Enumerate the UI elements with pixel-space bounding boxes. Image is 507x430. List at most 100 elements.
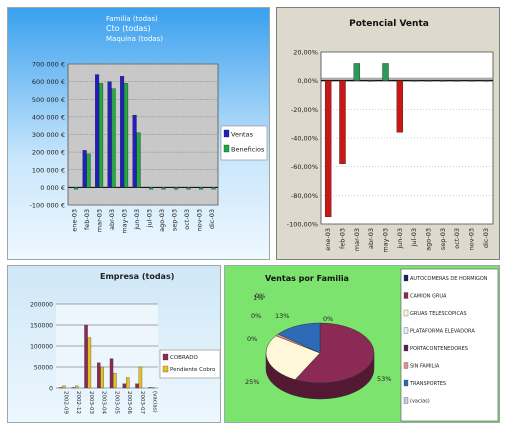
x-tick-label: abr-03 [108,209,116,230]
x-tick-label: may-03 [120,209,128,234]
bar-cobrado [148,387,152,389]
legend-label: CAMION GRUA [410,294,447,300]
bar-beneficios [86,153,91,188]
y-tick-label: -40,00% [291,135,318,143]
legend-label: PORTACONTENEDORES [410,346,468,352]
legend-label: Beneficios [231,146,265,154]
bar-beneficios [124,83,129,188]
data-label: 0% [255,292,265,300]
bar [396,80,404,133]
y-tick-label: 300 000 € [32,131,65,139]
chart-title: Potencial Venta [349,19,429,29]
y-tick-label: 0,00% [297,77,318,85]
chart-header: Familia (todas) Cto (todas) Maquina (tod… [106,14,163,44]
legend-label: COBRADO [170,355,199,361]
bar-cobrado [58,387,63,389]
y-tick-label: 400 000 € [32,113,65,121]
x-tick-label: nov-03 [468,228,476,250]
header-line: Maquina (todas) [106,35,163,43]
x-tick-label: dic-03 [208,209,216,229]
data-label: 53% [377,375,391,383]
x-tick-label: (vacias) [152,391,158,413]
bar-pendiente [87,337,92,389]
potencial-venta-panel: Potencial Venta 20,00% 0,00% -20,00% -40,00… [276,7,500,260]
pie-slice [294,322,375,384]
bar-beneficios [174,187,179,190]
y-tick-label: 0 [49,386,53,393]
bar-ventas [82,150,87,188]
bar-pendiente [151,387,155,389]
y-tick-label: 150000 [30,323,53,330]
bar-beneficios [136,132,141,188]
legend-swatch [162,353,169,361]
bar-ventas [207,187,212,189]
bar [410,80,418,82]
x-tick-label: dic-03 [482,228,490,248]
bar [324,80,332,218]
bar-cobrado [122,383,126,389]
bar-ventas [170,187,175,189]
bar-beneficios [149,187,154,190]
legend-swatch [403,362,409,369]
x-tick-label: jul-03 [145,209,153,228]
x-tick-label: ago-03 [425,228,433,251]
x-tick-label: mar-03 [95,209,103,232]
y-tick-label: 100 000 € [32,166,65,174]
bar-cobrado [97,362,101,389]
bar [353,63,361,81]
y-tick-label: -80,00% [291,192,318,200]
bar-ventas [195,187,200,189]
legend-swatch [223,144,230,153]
y-tick-label: -60,00% [291,163,318,171]
bar-pendiente [100,366,104,389]
data-label: 1% [253,294,263,302]
legend-swatch [403,292,409,299]
potencial-venta-chart: 20,00% 0,00% -20,00% -40,00% -60,00% -80,00% -… [287,49,494,253]
y-tick-label: 20,00% [293,49,318,57]
legend-box [400,268,499,422]
y-tick-label: -20,00% [291,106,318,114]
legend-swatch [162,365,169,373]
x-tick-label: sep-03 [439,228,447,250]
bar-ventas [132,114,137,188]
ventas-chart-panel: Familia (todas) Cto (todas) Maquina (tod… [7,7,270,260]
x-tick-label: 2003-04 [101,391,107,414]
ventas-beneficios-chart: -100 000 € 0 000 € 100 000 € 200 000 € 300 0… [30,61,268,234]
data-label: 0% [251,312,261,320]
y-tick-label: 50000 [34,365,53,372]
bar-ventas [120,76,125,188]
legend-label: (vacias) [410,399,430,405]
y-tick-label: 200000 [30,302,53,309]
bar-ventas [107,81,112,188]
bar-cobrado [109,358,114,389]
x-tick-label: 2003-03 [88,391,94,414]
x-tick-label: 2003-05 [113,391,119,414]
x-tick-label: jun-03 [133,209,141,231]
zero-axis-floor [321,77,493,82]
bar-beneficios [161,187,166,190]
bar-ventas [145,187,150,189]
x-tick-label: ene-03 [70,209,78,232]
x-tick-label: mar-03 [353,228,361,251]
legend-swatch [223,129,230,138]
x-tick-label: 2002-09 [62,391,68,414]
x-tick-label: 2003-07 [139,391,145,414]
bar-pendiente [62,385,66,389]
x-tick-label: jul-03 [410,228,418,247]
bar-ventas [70,187,75,189]
x-tick-label: oct-03 [183,209,191,230]
legend-swatch [403,379,409,387]
bar [339,80,346,164]
y-tick-label: 500 000 € [32,96,65,104]
bar-pendiente [113,373,117,389]
bar-beneficios [111,88,116,188]
bar [425,80,432,82]
legend-box [159,349,220,379]
bar-ventas [95,74,100,188]
legend-label: AUTOCOMERAS DE HORMIGON [410,276,488,282]
empresa-chart: 0 50000 100000 150000 200000 2002-09 2002-12 20… [30,302,220,414]
legend-label: GRUAS TELESCOPICAS [410,311,467,317]
bar-ventas [157,187,162,189]
bar [482,80,490,82]
x-tick-label: ago-03 [158,209,166,232]
